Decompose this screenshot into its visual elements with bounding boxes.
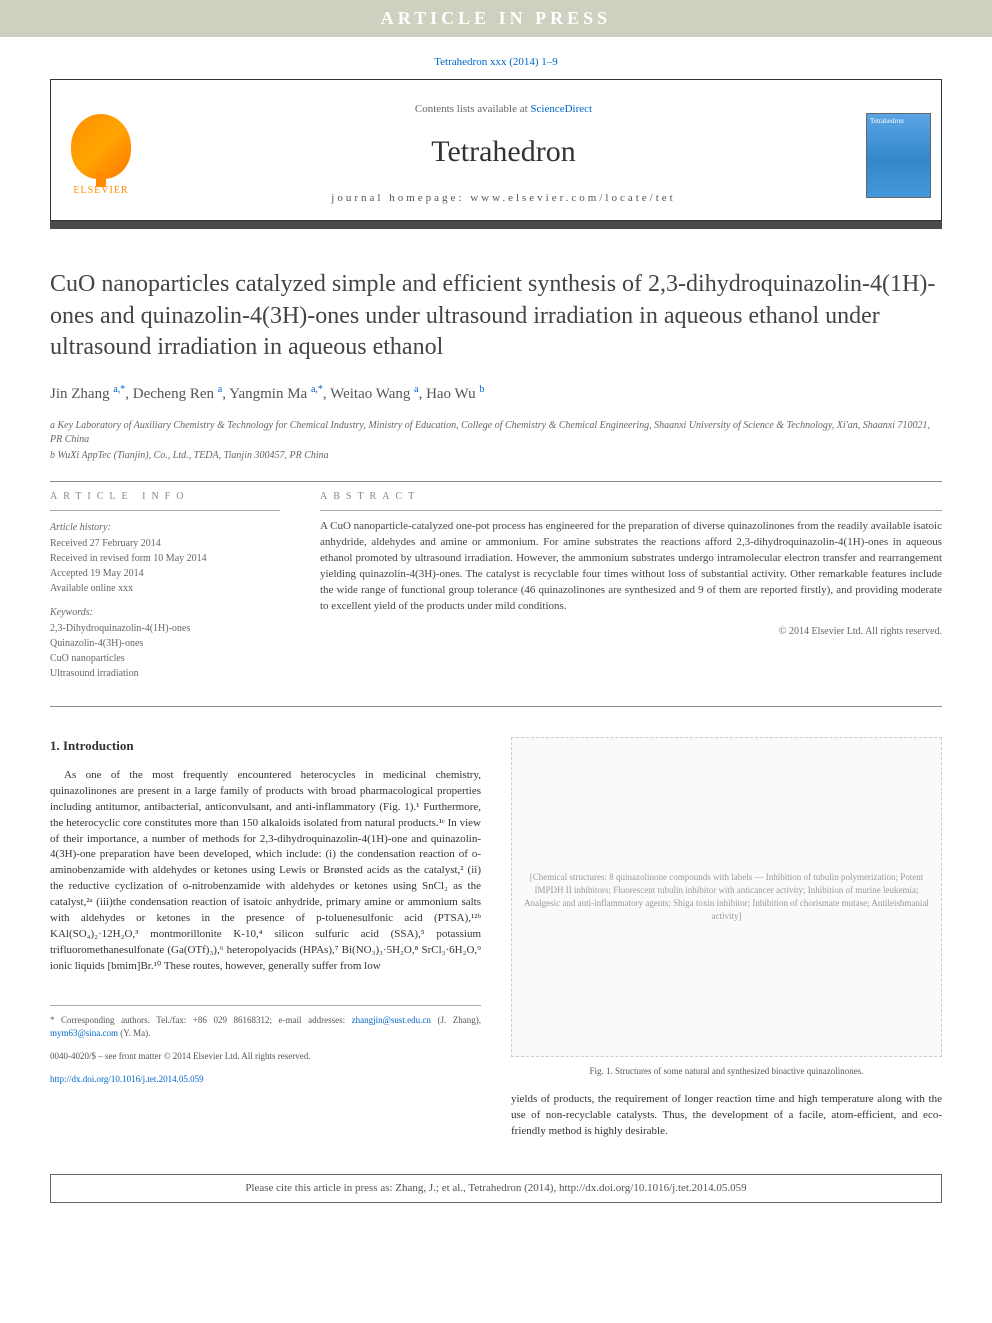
doi-link[interactable]: http://dx.doi.org/10.1016/j.tet.2014.05.… xyxy=(50,1074,204,1084)
abstract-text: A CuO nanoparticle-catalyzed one-pot pro… xyxy=(320,519,942,615)
article-title: CuO nanoparticles catalyzed simple and e… xyxy=(50,269,942,363)
figure-1-caption: Fig. 1. Structures of some natural and s… xyxy=(511,1065,942,1078)
history-1: Received in revised form 10 May 2014 xyxy=(50,552,280,566)
keyword-0: 2,3-Dihydroquinazolin-4(1H)-ones xyxy=(50,622,280,636)
figure-1: [Chemical structures: 8 quinazolinone co… xyxy=(511,737,942,1057)
affiliation-a: a Key Laboratory of Auxiliary Chemistry … xyxy=(50,419,942,447)
keyword-1: Quinazolin-4(3H)-ones xyxy=(50,637,280,651)
article-info: ARTICLE INFO Article history: Received 2… xyxy=(50,490,280,682)
sciencedirect-link[interactable]: ScienceDirect xyxy=(530,103,592,115)
two-column-body: 1. Introduction As one of the most frequ… xyxy=(50,737,942,1140)
authors-line: Jin Zhang a,*, Decheng Ren a, Yangmin Ma… xyxy=(50,383,942,405)
abstract-header: ABSTRACT xyxy=(320,490,942,504)
citation-top: Tetrahedron xxx (2014) 1–9 xyxy=(0,37,992,78)
cover-thumbnail: Tetrahedron xyxy=(866,113,931,198)
article-in-press-banner: ARTICLE IN PRESS xyxy=(0,0,992,37)
cite-box: Please cite this article in press as: Zh… xyxy=(50,1174,942,1203)
article-info-header: ARTICLE INFO xyxy=(50,490,280,504)
journal-name: Tetrahedron xyxy=(151,131,856,173)
intro-paragraph: As one of the most frequently encountere… xyxy=(50,768,481,975)
email-1[interactable]: zhangjin@sust.edu.cn xyxy=(352,1015,431,1025)
email-2[interactable]: mym63@sina.com xyxy=(50,1028,118,1038)
elsevier-tree-icon xyxy=(71,114,131,179)
email-2-name: (Y. Ma). xyxy=(118,1028,150,1038)
doi-line: http://dx.doi.org/10.1016/j.tet.2014.05.… xyxy=(50,1073,481,1086)
right-col-continuation: yields of products, the requirement of l… xyxy=(511,1092,942,1140)
info-divider xyxy=(50,510,280,511)
main-content: CuO nanoparticles catalyzed simple and e… xyxy=(0,229,992,1159)
intro-heading: 1. Introduction xyxy=(50,737,481,756)
contents-prefix: Contents lists available at xyxy=(415,103,530,115)
header-center: Contents lists available at ScienceDirec… xyxy=(151,92,856,221)
keywords-label: Keywords: xyxy=(50,606,280,620)
corresponding-footer: * Corresponding authors. Tel./fax: +86 0… xyxy=(50,1005,481,1040)
elsevier-logo: ELSEVIER xyxy=(51,92,151,221)
abstract: ABSTRACT A CuO nanoparticle-catalyzed on… xyxy=(320,490,942,682)
divider-top xyxy=(50,481,942,482)
info-abstract-row: ARTICLE INFO Article history: Received 2… xyxy=(50,490,942,682)
history-3: Available online xxx xyxy=(50,582,280,596)
right-column: [Chemical structures: 8 quinazolinone co… xyxy=(511,737,942,1140)
left-column: 1. Introduction As one of the most frequ… xyxy=(50,737,481,1140)
journal-cover: Tetrahedron xyxy=(856,92,941,221)
journal-header: ELSEVIER Contents lists available at Sci… xyxy=(50,79,942,222)
history-0: Received 27 February 2014 xyxy=(50,537,280,551)
header-dark-bar xyxy=(50,221,942,229)
affiliations: a Key Laboratory of Auxiliary Chemistry … xyxy=(50,419,942,463)
keyword-2: CuO nanoparticles xyxy=(50,652,280,666)
abstract-copyright: © 2014 Elsevier Ltd. All rights reserved… xyxy=(320,625,942,639)
issn-line: 0040-4020/$ – see front matter © 2014 El… xyxy=(50,1050,481,1063)
history-2: Accepted 19 May 2014 xyxy=(50,567,280,581)
affiliation-b: b WuXi AppTec (Tianjin), Co., Ltd., TEDA… xyxy=(50,449,942,463)
corresponding-text: * Corresponding authors. Tel./fax: +86 0… xyxy=(50,1015,352,1025)
contents-available: Contents lists available at ScienceDirec… xyxy=(151,102,856,117)
email-1-name: (J. Zhang), xyxy=(431,1015,481,1025)
keyword-3: Ultrasound irradiation xyxy=(50,667,280,681)
divider-bottom xyxy=(50,706,942,707)
history-label: Article history: xyxy=(50,521,280,535)
abstract-divider xyxy=(320,510,942,511)
journal-homepage: journal homepage: www.elsevier.com/locat… xyxy=(151,191,856,206)
